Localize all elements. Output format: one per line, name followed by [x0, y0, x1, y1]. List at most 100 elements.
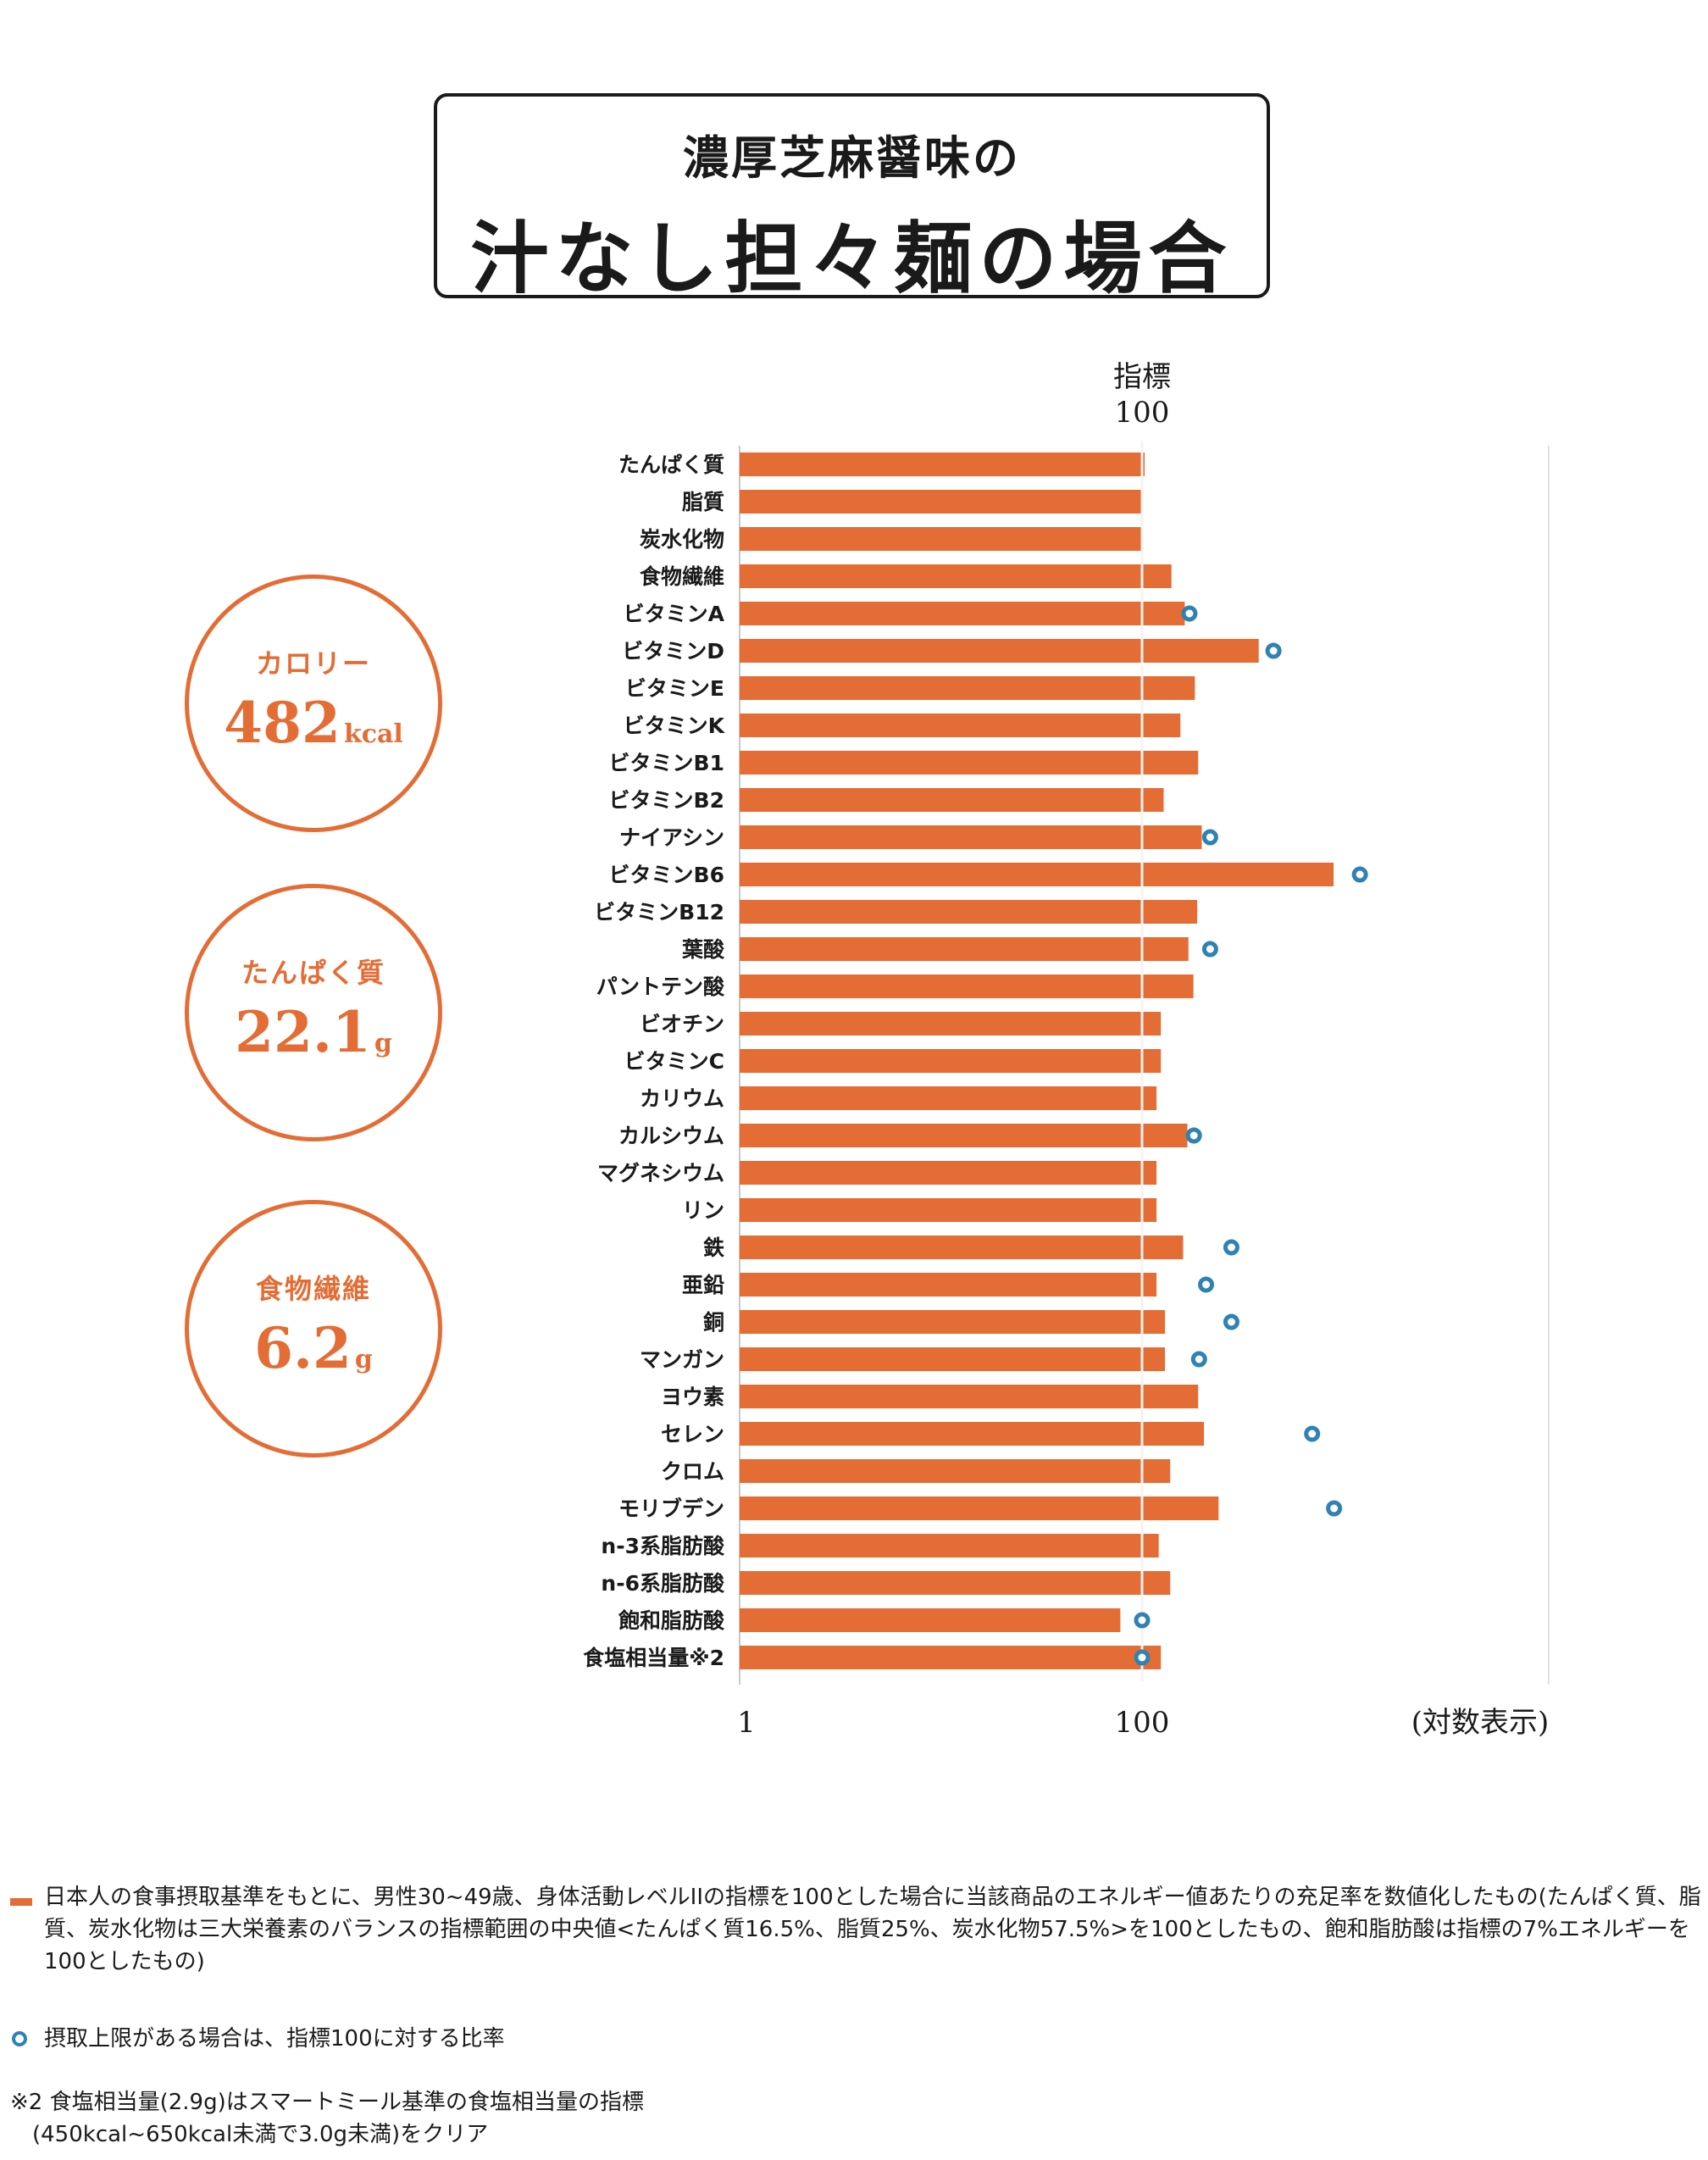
category-label: 亜鉛 [682, 1273, 724, 1297]
category-label: ビタミンA [624, 602, 725, 626]
upper-limit-marker [1198, 1276, 1215, 1293]
bar [740, 751, 1199, 775]
bar [740, 602, 1185, 625]
protein-label: たんぱく質 [241, 957, 385, 989]
x-tick-label-100: 100 [1115, 1706, 1170, 1740]
protein-circle: たんぱく質 22.1 g [185, 884, 442, 1141]
category-label: マンガン [640, 1347, 724, 1372]
category-label: 食物繊維 [640, 564, 724, 589]
bar [740, 1608, 1121, 1632]
bar [740, 1534, 1159, 1558]
fiber-value: 6.2 [254, 1315, 352, 1381]
bar [740, 1086, 1157, 1110]
category-label: ヨウ素 [661, 1385, 724, 1409]
title-box: 濃厚芝麻醤味の 汁なし担々麺の場合 [434, 93, 1270, 304]
fiber-circle: 食物繊維 6.2 g [185, 1200, 442, 1458]
upper-limit-marker [1326, 1500, 1343, 1517]
calorie-circle: カロリー 482 kcal [185, 575, 442, 832]
category-label: n-6系脂肪酸 [601, 1571, 725, 1596]
bar [740, 1235, 1184, 1259]
reference-label-value: 100 [1115, 396, 1170, 430]
bar [740, 974, 1194, 998]
bar [740, 1422, 1205, 1446]
protein-unit: g [374, 1029, 392, 1058]
fiber-unit: g [354, 1345, 373, 1374]
upper-limit-marker [1304, 1425, 1321, 1442]
bar [740, 1161, 1157, 1185]
category-label: 飽和脂肪酸 [618, 1608, 725, 1633]
marker-legend-note: 摂取上限がある場合は、指標100に対する比率 [44, 2026, 505, 2052]
category-label: ビタミンB12 [594, 900, 724, 925]
category-label: 葉酸 [681, 937, 725, 962]
bar [740, 714, 1181, 737]
bar [740, 1347, 1166, 1371]
title-main: 汁なし担々麺の場合 [470, 213, 1234, 304]
category-label: 炭水化物 [640, 527, 724, 552]
bar-legend-note: 日本人の食事摂取基準をもとに、男性30~49歳、身体活動レベルIIの指標を100… [44, 1885, 1701, 1974]
bar [740, 788, 1164, 812]
bar [740, 1124, 1188, 1147]
bar [740, 676, 1195, 700]
upper-limit-marker [1181, 605, 1198, 622]
category-label: パントテン酸 [596, 974, 725, 999]
category-label: n-3系脂肪酸 [601, 1534, 725, 1558]
bar [740, 1012, 1162, 1036]
bar [740, 1571, 1171, 1595]
bar [740, 527, 1142, 551]
bar [740, 863, 1334, 886]
marker-legend-icon [12, 2031, 27, 2046]
calorie-label: カロリー [255, 647, 371, 680]
category-label: 鉄 [703, 1235, 724, 1260]
upper-limit-marker [1134, 1649, 1151, 1666]
category-label: ビタミンD [622, 639, 724, 664]
bar [740, 1385, 1199, 1408]
bar [740, 639, 1259, 663]
calorie-value: 482 [224, 690, 341, 756]
category-label: ビタミンE [625, 676, 724, 701]
bar [740, 453, 1145, 476]
title-subtitle: 濃厚芝麻醤味の [683, 130, 1021, 185]
bar [740, 825, 1202, 849]
category-label: マグネシウム [597, 1161, 724, 1186]
fiber-label: 食物繊維 [255, 1273, 371, 1305]
bar-legend-swatch [10, 1898, 32, 1906]
category-label: ビタミンK [624, 714, 726, 738]
bar [740, 564, 1172, 588]
upper-limit-marker [1134, 1612, 1151, 1629]
category-label: 脂質 [682, 490, 724, 514]
upper-limit-marker [1265, 642, 1282, 659]
upper-limit-marker [1351, 866, 1368, 883]
category-label: ビオチン [640, 1012, 724, 1036]
calorie-unit: kcal [343, 719, 403, 749]
upper-limit-marker [1201, 941, 1218, 958]
bar [740, 1273, 1157, 1297]
bar [740, 1198, 1157, 1222]
bar [740, 490, 1142, 514]
category-label: 食塩相当量※2 [583, 1646, 724, 1670]
category-label: ビタミンB1 [609, 751, 724, 775]
category-label: ビタミンB2 [609, 788, 724, 813]
category-label: カリウム [640, 1086, 724, 1111]
salt-footnote-line2: (450kcal~650kcal未満で3.0g未満)をクリア [10, 2122, 489, 2147]
category-label: クロム [661, 1459, 724, 1484]
bar [740, 937, 1189, 961]
category-label: モリブデン [618, 1496, 724, 1521]
x-scale-note: (対数表示) [1411, 1706, 1550, 1740]
upper-limit-marker [1185, 1127, 1202, 1144]
category-label: たんぱく質 [618, 453, 724, 477]
upper-limit-marker [1201, 829, 1218, 846]
bar [740, 900, 1198, 924]
upper-limit-marker [1223, 1239, 1239, 1256]
bar [740, 1496, 1219, 1520]
protein-value: 22.1 [235, 999, 371, 1065]
salt-footnote: ※2 食塩相当量(2.9g)はスマートミール基準の食塩相当量の指標 (450kc… [10, 2086, 1620, 2151]
category-label: 銅 [703, 1310, 724, 1335]
upper-limit-marker [1190, 1351, 1207, 1368]
reference-label-text: 指標 [1113, 360, 1171, 394]
category-label: ナイアシン [619, 825, 724, 850]
bar [740, 1049, 1162, 1073]
upper-limit-marker [1223, 1313, 1239, 1330]
category-label: ビタミンB6 [609, 863, 724, 887]
bar [740, 1310, 1166, 1334]
